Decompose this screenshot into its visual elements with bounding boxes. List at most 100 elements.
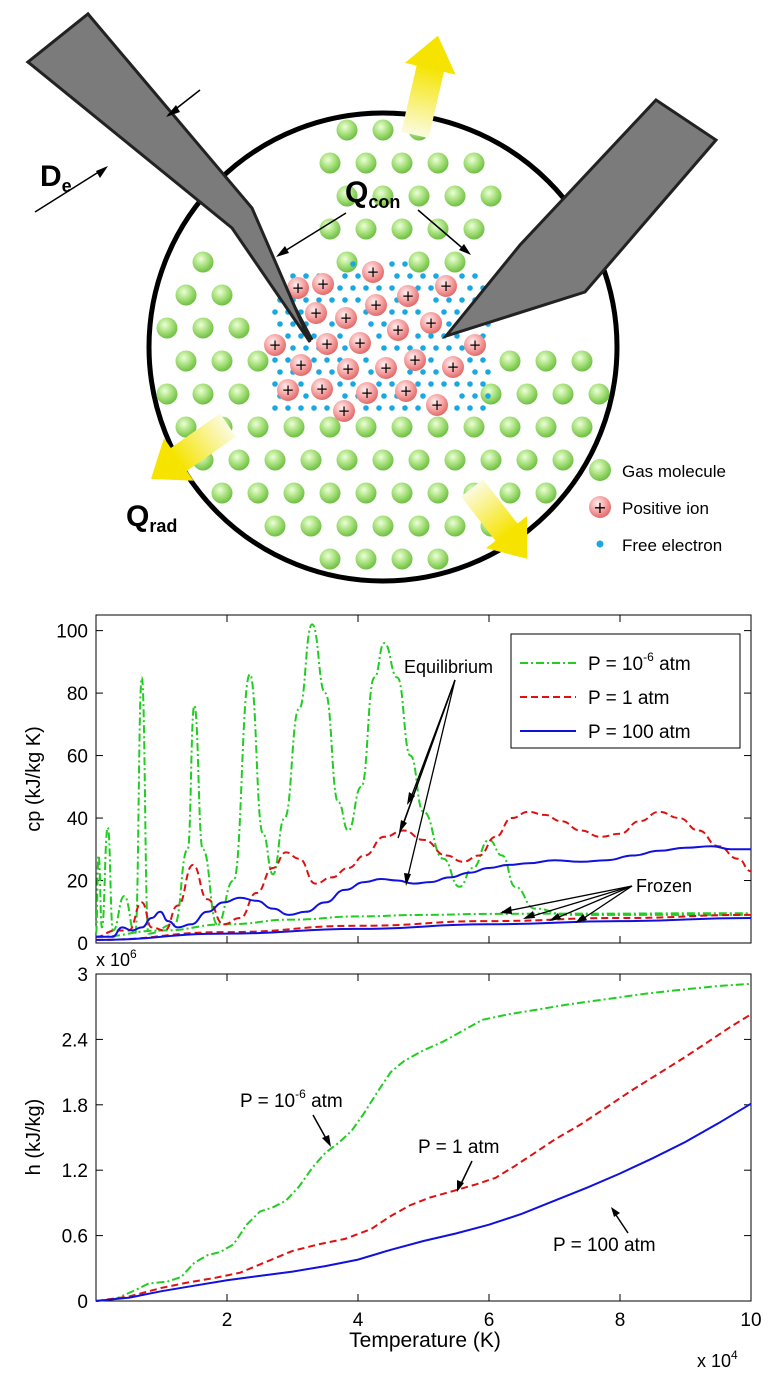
equilibrium-arrowheads: [399, 792, 415, 886]
ion-plus-8: +: [425, 314, 438, 332]
positive-ion-13: [464, 334, 486, 356]
gas-molecule-14: [355, 218, 377, 240]
free-electron-27: [316, 297, 322, 303]
gas-molecule-36: [480, 383, 502, 405]
free-electron-106: [428, 381, 434, 387]
gas-molecule-13: [319, 218, 341, 240]
arc-diagram: ++ +++ ++ + +++ + + ++ + + +++ + + +++ De Qcon: [25, 11, 726, 584]
positive-ion-1: [312, 273, 334, 295]
h-line-p1e-6: [95, 982, 752, 1302]
plus-icon: +: [593, 498, 606, 517]
legend-entry-1e-6: P = 10-6 atm: [520, 650, 691, 675]
cp-y-axis-label: cp (kJ/kg K): [23, 726, 45, 832]
h-line-p100: [95, 1102, 752, 1302]
positive-ion-7: [335, 307, 357, 329]
diagram-legend: Gas molecule + Positive ion Free electro…: [589, 459, 726, 555]
free-electron-9: [407, 273, 413, 279]
cp-y-tick-label-5: 100: [56, 622, 88, 643]
legend-gas-molecule: Gas molecule: [589, 459, 726, 481]
positive-ion-16: [404, 349, 426, 371]
positive-ion-9: [387, 319, 409, 341]
free-electron-122: [285, 405, 291, 411]
gas-molecule-72: [535, 482, 557, 504]
h-y-tick-label-4: 2.4: [62, 1030, 89, 1051]
free-electron-13: [472, 273, 478, 279]
free-electron-7: [355, 273, 361, 279]
free-electron-26: [303, 297, 309, 303]
heat-arrow-left: [150, 413, 237, 481]
gas-molecule-56: [336, 449, 358, 471]
positive-ion-2: [435, 275, 457, 297]
h-plot-frame: [95, 973, 752, 1302]
cp-y-tick-label-2: 40: [67, 809, 88, 830]
free-electron-60: [298, 333, 304, 339]
frozen-arrows: [501, 885, 633, 923]
free-electron-75: [407, 345, 413, 351]
free-electron-62: [337, 333, 343, 339]
gas-molecule-83: [427, 548, 449, 570]
free-electron-32: [433, 297, 439, 303]
free-electron-120: [485, 393, 491, 399]
free-electron-128: [389, 405, 395, 411]
gas-molecule-57: [372, 449, 394, 471]
ion-plus-14: +: [295, 356, 308, 374]
legend-entry-1: P = 1 atm: [520, 688, 670, 709]
gas-molecule-29: [247, 350, 269, 372]
ion-plus-18: +: [342, 360, 355, 378]
free-electron-86: [428, 357, 434, 363]
free-electron-125: [324, 405, 330, 411]
cp-frozen-line-p100: [95, 917, 752, 941]
free-electron-15: [337, 285, 343, 291]
h-x-tick-label-1: 4: [353, 1310, 364, 1331]
gas-molecule-6: [427, 152, 449, 174]
free-electron-6: [342, 273, 348, 279]
particle-field: ++ +++ ++ + +++ + + ++ + + +++ + + +++: [156, 119, 610, 570]
free-electron-33: [446, 297, 452, 303]
positive-ion-21: [356, 382, 378, 404]
free-electron-3: [290, 273, 296, 279]
cp-equilibrium-line-p1: [95, 810, 752, 938]
free-electron-79: [459, 345, 465, 351]
free-electron-61: [311, 333, 317, 339]
legend-label-100: P = 100 atm: [588, 722, 691, 743]
free-electron-42: [402, 309, 408, 315]
cp-series-lines: [95, 623, 752, 941]
free-electron-70: [303, 345, 309, 351]
positive-ion-11: [316, 333, 338, 355]
h-series-lines: [95, 982, 752, 1302]
free-electron-127: [376, 405, 382, 411]
free-electron-21: [428, 285, 434, 291]
gas-molecule-0: [336, 119, 358, 141]
free-electron-72: [342, 345, 348, 351]
free-electron-130: [415, 405, 421, 411]
gas-molecule-42: [247, 416, 269, 438]
h-y-tick-label-1: 0.6: [62, 1227, 88, 1248]
ion-plus-11: +: [321, 335, 334, 353]
free-electron-81: [285, 357, 291, 363]
free-electron-132: [467, 405, 473, 411]
gas-molecule-74: [300, 515, 322, 537]
free-electron-82: [311, 357, 317, 363]
gas-molecule-53: [228, 449, 250, 471]
equilibrium-arrows: [397, 679, 456, 881]
gas-molecule-4: [355, 152, 377, 174]
h-x-axis-label: Temperature (K): [349, 1329, 501, 1352]
de-arrowhead-lower: [96, 166, 108, 178]
positive-ion-12: [349, 332, 371, 354]
gas-molecule-26: [228, 317, 250, 339]
h-label-100: P = 100 atm: [553, 1235, 656, 1256]
positive-ion-22: [395, 380, 417, 402]
h-arrowhead-1: [457, 1180, 464, 1192]
h-y-tick-label-3: 1.8: [62, 1096, 88, 1117]
free-electron-110: [480, 381, 486, 387]
positive-ion-14: [290, 354, 312, 376]
ion-plus-0: +: [367, 263, 380, 281]
free-electron-12: [459, 273, 465, 279]
free-electron-112: [303, 393, 309, 399]
free-electron-121: [272, 405, 278, 411]
gas-molecule-55: [300, 449, 322, 471]
gas-molecule-20: [408, 251, 430, 273]
positive-ion-17: [442, 356, 464, 378]
free-electron-30: [355, 297, 361, 303]
